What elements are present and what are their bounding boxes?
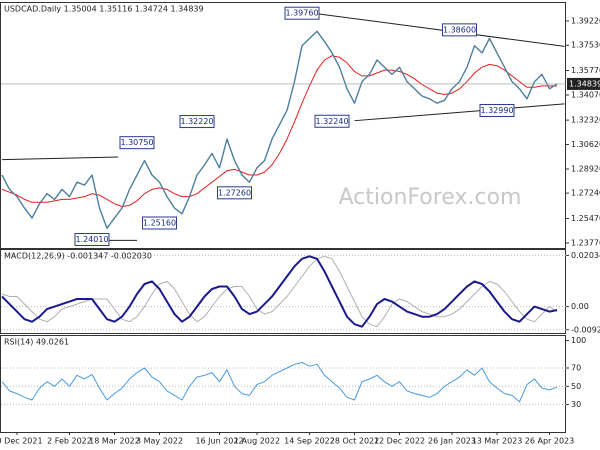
annotation-label: 1.27260 (218, 188, 251, 197)
rsi-title: RSI(14) 49.0261 (4, 338, 69, 347)
y-tick-label: 1.28920 (571, 164, 600, 173)
x-tick-label: 18 Mar 2022 (89, 437, 140, 446)
macd-title: MACD(12,26,9) -0.001347 -0.002030 (4, 252, 152, 261)
series-line (1, 362, 558, 403)
x-tick-label: 13 Mar 2023 (472, 437, 523, 446)
annotation-label: 1.32220 (180, 117, 213, 126)
x-tick-label: 14 Sep 2022 (284, 437, 335, 446)
y-tick-label: 50 (571, 382, 581, 391)
watermark: ActionForex.com (339, 185, 522, 210)
trend-line (354, 103, 565, 122)
y-tick-label: 1.23770 (571, 238, 600, 247)
annotation-label: 1.24010 (75, 235, 108, 244)
x-tick-label: 1 Aug 2022 (234, 437, 280, 446)
y-tick-label: 70 (571, 364, 581, 373)
annotation-box (284, 6, 320, 20)
macd-panel (0, 249, 566, 334)
annotation-box (314, 114, 350, 128)
y-tick-label: 0.020349 (571, 251, 600, 260)
series-line (1, 255, 558, 328)
annotation-box (217, 186, 252, 200)
annotation-label: 1.30750 (120, 138, 153, 147)
y-tick-label: 1.35770 (571, 66, 600, 75)
annotation-box (142, 216, 177, 230)
annotation-box (74, 233, 110, 247)
x-tick-label: 26 Apr 2023 (525, 437, 574, 446)
y-tick-label: 100 (571, 336, 586, 345)
annotation-box (119, 136, 155, 150)
x-tick-label: 2 Feb 2022 (47, 437, 92, 446)
y-tick-label: 1.34070 (571, 90, 600, 99)
annotation-box (442, 23, 477, 37)
annotation-label: 1.39760 (285, 9, 318, 18)
y-tick-label: -0.009215 (571, 325, 600, 334)
x-tick-label: 16 Jun 2022 (195, 437, 243, 446)
y-tick-label: 1.37530 (571, 41, 600, 50)
y-tick-label: 0.00 (571, 302, 589, 311)
annotation-box (479, 103, 515, 117)
annotation-box (179, 115, 215, 129)
y-tick-label: 1.32320 (571, 116, 600, 125)
annotation-label: 1.32990 (480, 106, 513, 115)
trend-line (1, 156, 119, 161)
y-tick-label: 1.30620 (571, 140, 600, 149)
y-tick-label: 1.39220 (571, 16, 600, 25)
last-price-box (567, 77, 600, 90)
y-tick-label: 1.27240 (571, 189, 600, 198)
x-tick-label: 20 Dec 2021 (0, 437, 43, 446)
rsi-panel (0, 335, 566, 433)
y-tick-label: 1.25470 (571, 214, 600, 223)
price-panel (0, 2, 566, 249)
annotation-label: 1.32240 (315, 117, 348, 126)
annotation-label: 1.25160 (143, 218, 176, 227)
price-title: USDCAD.Daily 1.35004 1.35116 1.34724 1.3… (4, 5, 204, 14)
x-tick-label: 26 Jan 2023 (428, 437, 476, 446)
last-price-label: 1.34839 (569, 79, 600, 88)
series-line (1, 255, 558, 328)
x-tick-label: 3 May 2022 (136, 437, 183, 446)
annotation-label: 1.38600 (443, 25, 476, 34)
trend-line (313, 12, 565, 47)
y-tick-label: 30 (571, 400, 581, 409)
series-line (1, 30, 558, 229)
x-tick-label: 12 Dec 2022 (374, 437, 425, 446)
x-tick-label: 28 Oct 2022 (330, 437, 379, 446)
